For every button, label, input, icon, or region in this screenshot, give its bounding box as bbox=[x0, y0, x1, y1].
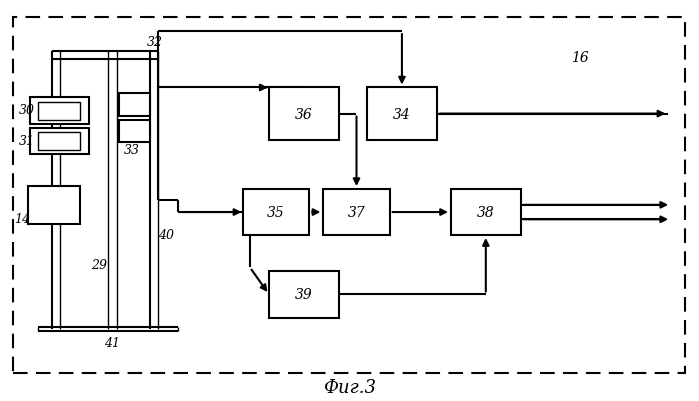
Text: Фиг.3: Фиг.3 bbox=[323, 378, 376, 396]
Bar bbox=[38, 102, 80, 120]
Text: 14: 14 bbox=[15, 212, 30, 225]
Text: 29: 29 bbox=[92, 258, 107, 271]
Text: 16: 16 bbox=[571, 51, 589, 65]
Bar bbox=[269, 272, 339, 318]
Bar bbox=[367, 88, 437, 140]
Text: 39: 39 bbox=[295, 288, 313, 302]
Bar bbox=[269, 88, 339, 140]
Text: 35: 35 bbox=[267, 206, 285, 219]
Bar bbox=[451, 190, 521, 236]
Bar bbox=[30, 98, 89, 124]
Bar bbox=[38, 132, 80, 150]
Bar bbox=[119, 120, 150, 142]
Bar bbox=[119, 94, 150, 116]
Text: 36: 36 bbox=[295, 107, 313, 121]
Bar bbox=[28, 186, 80, 225]
Text: 41: 41 bbox=[104, 336, 120, 349]
Bar bbox=[243, 190, 309, 236]
Text: 40: 40 bbox=[159, 228, 174, 241]
Text: 33: 33 bbox=[124, 144, 139, 157]
Bar bbox=[323, 190, 390, 236]
Text: 37: 37 bbox=[347, 206, 366, 219]
Text: 38: 38 bbox=[477, 206, 495, 219]
Text: 30: 30 bbox=[19, 104, 34, 117]
Text: 34: 34 bbox=[393, 107, 411, 121]
Text: 31: 31 bbox=[19, 135, 34, 148]
Text: 32: 32 bbox=[147, 36, 163, 49]
Bar bbox=[30, 128, 89, 154]
